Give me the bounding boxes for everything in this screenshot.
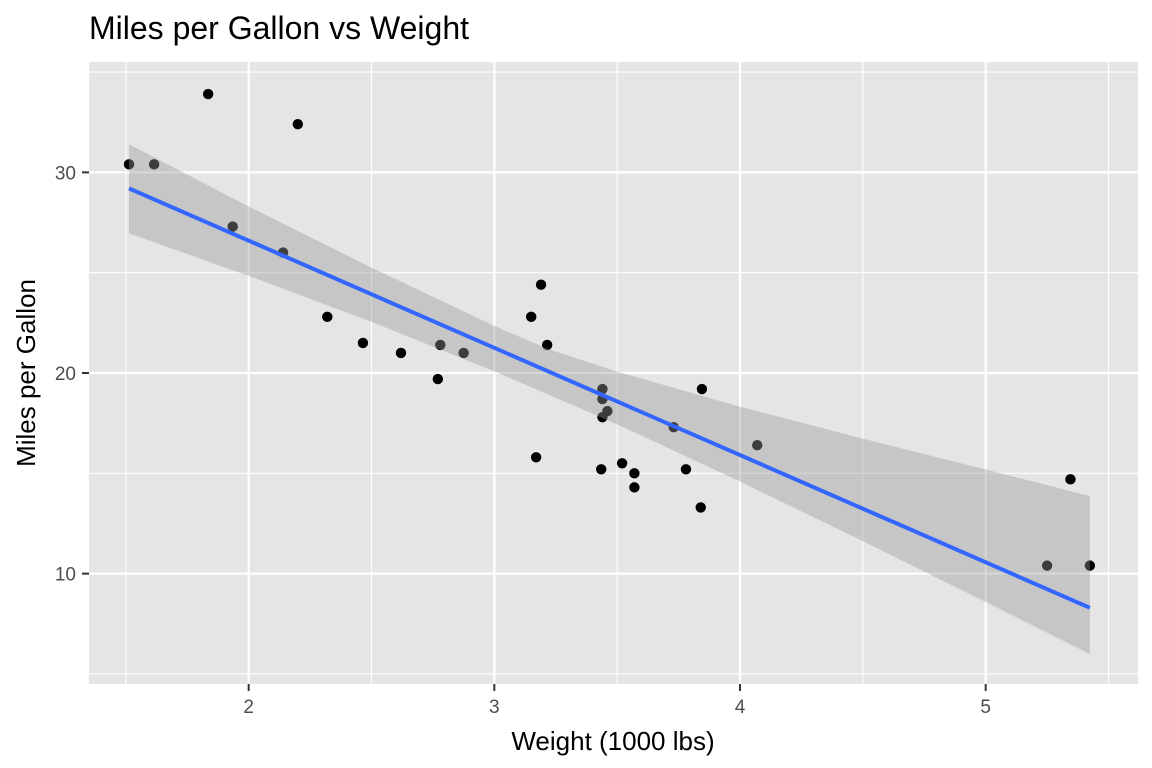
fit-line-layer [128, 186, 1091, 610]
data-point-9 [597, 383, 608, 395]
data-point-28 [530, 452, 542, 463]
data-point-31 [435, 339, 446, 351]
y-axis: 10 20 30 [55, 163, 89, 586]
chart-title: Miles per Gallon vs Weight [89, 10, 469, 46]
data-point-21 [616, 458, 628, 469]
data-point-23 [695, 502, 706, 513]
data-point-19 [202, 88, 214, 100]
y-tick-label-2: 30 [55, 163, 76, 184]
major-gridlines [89, 62, 1138, 684]
data-point-15 [1084, 560, 1096, 571]
x-axis-title: Weight (1000 lbs) [511, 726, 714, 756]
y-tick-label-0: 10 [55, 565, 76, 586]
data-point-7 [535, 279, 547, 290]
data-points [123, 88, 1096, 571]
data-point-11 [752, 440, 763, 451]
data-point-27 [123, 159, 135, 170]
data-point-18 [148, 159, 160, 170]
data-point-24 [696, 383, 708, 395]
regression-line [128, 186, 1091, 610]
data-point-17 [292, 119, 304, 130]
data-point-22 [596, 464, 607, 475]
x-tick-label-1: 3 [489, 697, 500, 718]
y-tick-label-1: 20 [55, 364, 76, 385]
data-point-0 [395, 347, 407, 359]
data-point-20 [357, 337, 369, 349]
x-tick-label-3: 5 [980, 697, 991, 718]
data-point-6 [629, 482, 640, 493]
x-tick-label-0: 2 [243, 697, 254, 718]
data-point-25 [227, 221, 238, 232]
data-point-29 [432, 373, 444, 385]
data-point-3 [541, 339, 553, 351]
data-point-10 [597, 411, 608, 423]
data-point-16 [1065, 474, 1076, 485]
y-axis-title: Miles per Gallon [11, 279, 41, 467]
data-point-13 [680, 464, 692, 475]
x-axis: 2 3 4 5 [243, 684, 991, 718]
data-point-8 [526, 311, 537, 323]
data-point-1 [458, 347, 469, 359]
data-point-2 [322, 311, 333, 323]
data-point-30 [629, 468, 640, 479]
x-tick-label-2: 4 [735, 697, 746, 718]
data-point-14 [1041, 560, 1053, 571]
